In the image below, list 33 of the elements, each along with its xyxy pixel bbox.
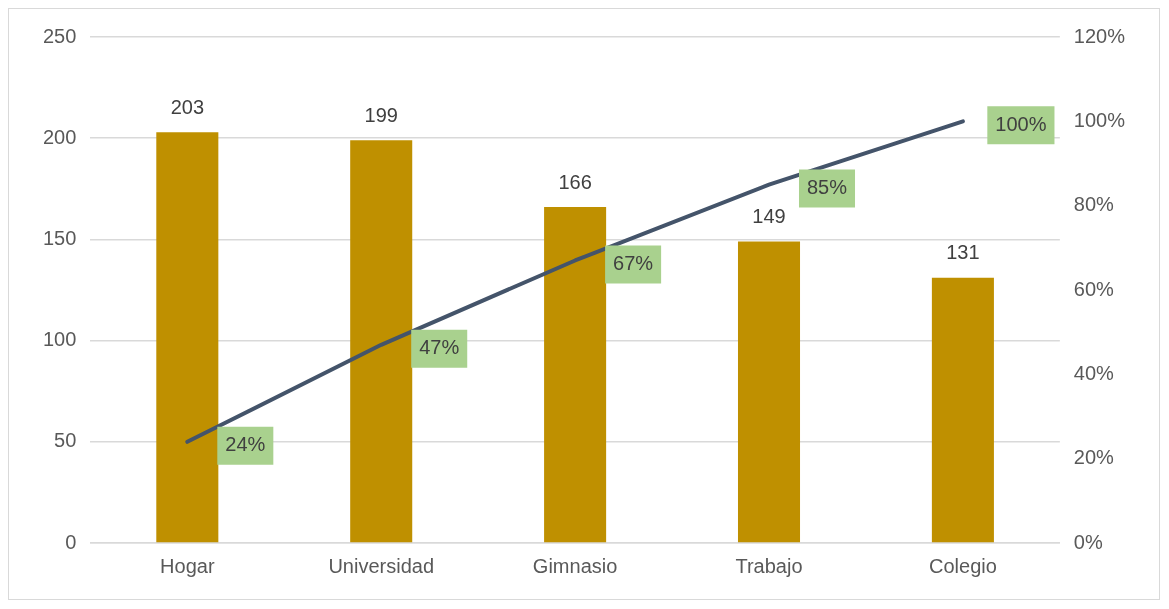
y2-tick-label: 60%: [1073, 277, 1115, 300]
data-label: 24%: [225, 433, 266, 456]
y-tick-label: 0: [65, 530, 77, 553]
y-tick-label: 200: [42, 125, 77, 148]
y-tick-label: 100: [42, 328, 77, 351]
data-label: 149: [752, 204, 786, 227]
x-tick-label: Trabajo: [735, 554, 803, 577]
y2-tick-label: 20%: [1073, 446, 1115, 469]
data-label: 166: [558, 170, 592, 193]
data-label: 85%: [806, 176, 848, 199]
y-tick-label: 50: [54, 429, 77, 452]
data-label: 131: [946, 241, 980, 264]
y2-tick-label: 40%: [1073, 361, 1115, 384]
y-tick-label: 150: [42, 226, 77, 249]
data-label: 203: [170, 95, 204, 118]
data-label: 47%: [419, 336, 460, 359]
bar: [737, 241, 801, 543]
y2-tick-label: 0%: [1073, 530, 1103, 553]
bar: [544, 207, 607, 543]
data-label: 199: [364, 103, 398, 126]
data-label: 67%: [613, 252, 654, 274]
y2-tick-label: 120%: [1073, 24, 1126, 47]
bar: [156, 132, 219, 543]
bar: [931, 277, 994, 543]
x-tick-label: Universidad: [328, 554, 435, 577]
data-label: 100%: [995, 112, 1047, 135]
y2-tick-label: 80%: [1073, 193, 1115, 216]
x-tick-label: Gimnasio: [532, 554, 618, 577]
x-tick-label: Colegio: [928, 554, 997, 577]
y-tick-label: 250: [42, 24, 77, 47]
y2-tick-label: 100%: [1073, 108, 1126, 131]
bar: [350, 140, 413, 543]
x-tick-label: Hogar: [160, 554, 215, 577]
